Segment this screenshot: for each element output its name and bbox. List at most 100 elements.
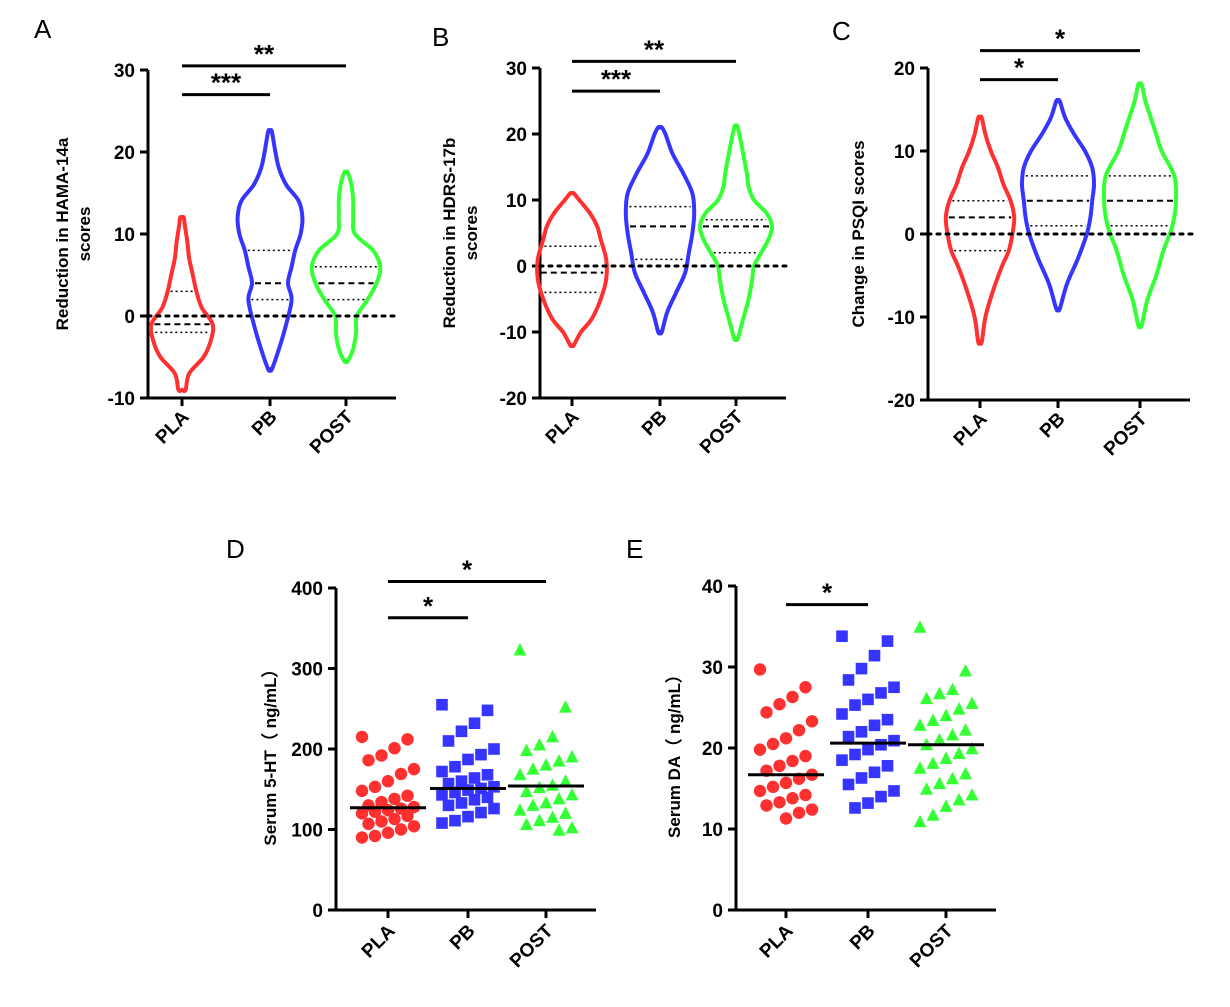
- significance-label: *: [822, 578, 833, 608]
- y-tick-label: 30: [702, 658, 723, 679]
- data-point-pb: [462, 810, 474, 823]
- violin-pb: [235, 128, 305, 373]
- data-point-post: [520, 784, 533, 798]
- data-point-post: [965, 696, 979, 709]
- panel-label-e: E: [626, 534, 643, 564]
- data-point-pla: [766, 737, 780, 751]
- significance-label: *: [1014, 53, 1025, 83]
- y-tick-label: -10: [888, 308, 915, 329]
- data-point-pb: [442, 735, 455, 747]
- data-point-pla: [375, 749, 388, 762]
- data-point-post: [926, 756, 940, 769]
- data-point-pb: [455, 775, 468, 787]
- data-point-post: [946, 771, 959, 785]
- y-tick-label: 300: [291, 660, 323, 681]
- data-point-post: [559, 806, 572, 819]
- data-point-pb: [488, 781, 500, 793]
- y-tick-label: 10: [506, 191, 527, 212]
- data-point-pla: [394, 767, 408, 781]
- panel-label-c: C: [832, 16, 851, 46]
- data-point-pla: [401, 809, 414, 823]
- data-point-pla: [362, 754, 375, 767]
- data-point-pb: [868, 766, 881, 779]
- data-point-pla: [375, 815, 388, 828]
- data-point-pla: [779, 776, 793, 790]
- data-point-pla: [381, 775, 395, 788]
- y-axis-title: Serum DA（ ng/mL）: [664, 666, 684, 838]
- data-point-pb: [881, 713, 894, 726]
- panel-label-b: B: [432, 22, 449, 52]
- data-point-post: [539, 758, 553, 771]
- data-point-pb: [855, 662, 868, 675]
- significance-label: **: [644, 34, 665, 64]
- y-tick-label: 200: [291, 740, 323, 761]
- data-point-pb: [842, 778, 855, 791]
- data-point-post: [926, 808, 940, 821]
- data-point-post: [933, 776, 946, 790]
- data-point-post: [552, 754, 566, 767]
- data-point-pla: [792, 723, 806, 737]
- y-tick-label: -20: [500, 389, 527, 410]
- y-axis-title: Reduction in HAMA-14a: [53, 137, 72, 330]
- y-tick-label: 400: [291, 579, 323, 600]
- data-point-pb: [449, 760, 461, 773]
- data-point-post: [920, 782, 933, 795]
- data-point-pb: [468, 717, 481, 730]
- data-point-post: [552, 823, 566, 836]
- x-tick-label: POST: [506, 920, 558, 972]
- data-point-post: [565, 787, 579, 801]
- data-point-post: [959, 766, 972, 780]
- panel-e: E 0 10 20 30 40 PLA PB POST Serum DA（ ng/mL） *: [626, 534, 996, 972]
- violin-pb: [1020, 97, 1096, 313]
- data-point-pla: [407, 820, 421, 833]
- data-point-pla: [388, 812, 401, 826]
- data-point-pb: [436, 817, 448, 829]
- data-point-pla: [805, 715, 819, 728]
- data-point-pla: [355, 730, 369, 744]
- violin-post: [309, 169, 383, 365]
- data-point-pb: [436, 765, 448, 778]
- data-point-pb: [481, 791, 494, 804]
- data-point-post: [965, 787, 979, 801]
- data-point-pb: [442, 777, 455, 790]
- data-point-pla: [760, 706, 773, 719]
- violin-pla: [943, 114, 1017, 346]
- data-point-pb: [842, 674, 855, 686]
- x-tick-label: PB: [846, 921, 880, 955]
- data-point-pla: [401, 733, 414, 746]
- x-tick-label: PB: [248, 407, 282, 441]
- data-point-pla: [766, 780, 780, 794]
- y-tick-label: 20: [506, 125, 527, 146]
- violin-pla: [148, 214, 216, 393]
- data-point-pla: [799, 788, 812, 802]
- panel-b: B -20 -10 0 10 20 30 PLA PB POST Reduction in HDR…: [432, 22, 792, 458]
- data-point-post: [913, 718, 927, 731]
- data-point-pla: [355, 807, 369, 820]
- data-point-post: [939, 708, 953, 722]
- data-point-post: [946, 682, 959, 696]
- y-tick-label: 10: [114, 225, 135, 246]
- x-tick-label: POST: [696, 406, 748, 458]
- data-point-pla: [799, 681, 812, 694]
- data-point-post: [513, 642, 527, 656]
- data-point-pb: [888, 785, 900, 797]
- y-tick-label: 0: [712, 901, 723, 922]
- data-point-post: [913, 761, 927, 774]
- data-point-pb: [868, 719, 881, 732]
- x-tick-label: POST: [1100, 408, 1152, 460]
- data-point-post: [552, 791, 566, 805]
- data-point-pb: [836, 630, 848, 643]
- data-point-post: [526, 762, 540, 775]
- data-point-pb: [436, 789, 448, 801]
- y-tick-label: 20: [894, 59, 915, 80]
- data-point-post: [952, 702, 966, 715]
- violin-post: [697, 123, 775, 343]
- data-point-pb: [888, 681, 900, 694]
- data-point-pla: [773, 698, 786, 711]
- x-tick-label: POST: [306, 406, 358, 458]
- data-point-post: [559, 774, 572, 787]
- significance-label: ***: [601, 64, 632, 94]
- data-point-pla: [753, 663, 767, 676]
- data-point-post: [565, 820, 579, 834]
